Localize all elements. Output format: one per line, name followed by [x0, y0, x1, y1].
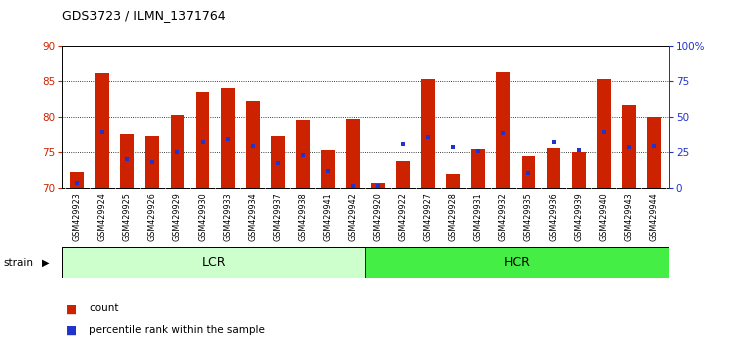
Bar	[95, 73, 109, 188]
Bar	[496, 72, 510, 188]
Text: HCR: HCR	[504, 256, 531, 269]
Bar	[321, 150, 335, 188]
Bar	[647, 117, 661, 188]
Bar	[622, 105, 636, 188]
Bar	[547, 148, 561, 188]
Bar	[471, 149, 485, 188]
Text: GSM429935: GSM429935	[524, 192, 533, 241]
Text: GSM429922: GSM429922	[398, 192, 408, 241]
Bar	[596, 79, 610, 188]
Text: GSM429923: GSM429923	[72, 192, 82, 241]
Text: GSM429926: GSM429926	[148, 192, 157, 241]
Bar	[371, 183, 385, 188]
Text: GSM429943: GSM429943	[624, 192, 633, 241]
FancyBboxPatch shape	[62, 247, 366, 278]
Text: GSM429936: GSM429936	[549, 192, 558, 241]
Text: GSM429941: GSM429941	[323, 192, 333, 241]
Text: GSM429933: GSM429933	[223, 192, 232, 241]
Text: GSM429927: GSM429927	[424, 192, 433, 241]
Text: GSM429928: GSM429928	[449, 192, 458, 241]
Bar	[522, 156, 535, 188]
Bar	[121, 134, 135, 188]
Bar	[396, 161, 410, 188]
Text: GSM429939: GSM429939	[574, 192, 583, 241]
Bar	[447, 174, 460, 188]
Bar	[246, 101, 260, 188]
Text: ■: ■	[66, 303, 77, 316]
Bar	[170, 115, 184, 188]
Text: GSM429924: GSM429924	[98, 192, 107, 241]
Text: GSM429940: GSM429940	[599, 192, 608, 241]
Text: percentile rank within the sample: percentile rank within the sample	[89, 325, 265, 335]
Bar	[421, 79, 435, 188]
Text: GSM429929: GSM429929	[173, 192, 182, 241]
Bar	[70, 172, 84, 188]
Bar	[221, 88, 235, 188]
Text: GSM429920: GSM429920	[374, 192, 382, 241]
Bar	[296, 120, 310, 188]
Text: count: count	[89, 303, 118, 313]
Text: GSM429942: GSM429942	[349, 192, 357, 241]
Text: ■: ■	[66, 324, 77, 337]
Bar	[145, 136, 159, 188]
Text: GSM429938: GSM429938	[298, 192, 307, 241]
Text: GSM429932: GSM429932	[499, 192, 508, 241]
Text: ▶: ▶	[42, 258, 50, 268]
Text: GSM429937: GSM429937	[273, 192, 282, 241]
Text: LCR: LCR	[202, 256, 226, 269]
Text: GSM429931: GSM429931	[474, 192, 482, 241]
Text: GSM429934: GSM429934	[249, 192, 257, 241]
Text: GSM429930: GSM429930	[198, 192, 207, 241]
Bar	[572, 152, 586, 188]
Bar	[196, 92, 209, 188]
FancyBboxPatch shape	[366, 247, 669, 278]
Text: strain: strain	[3, 258, 33, 268]
Text: GSM429944: GSM429944	[649, 192, 659, 241]
Bar	[346, 119, 360, 188]
Text: GDS3723 / ILMN_1371764: GDS3723 / ILMN_1371764	[62, 9, 226, 22]
Bar	[271, 136, 284, 188]
Text: GSM429925: GSM429925	[123, 192, 132, 241]
